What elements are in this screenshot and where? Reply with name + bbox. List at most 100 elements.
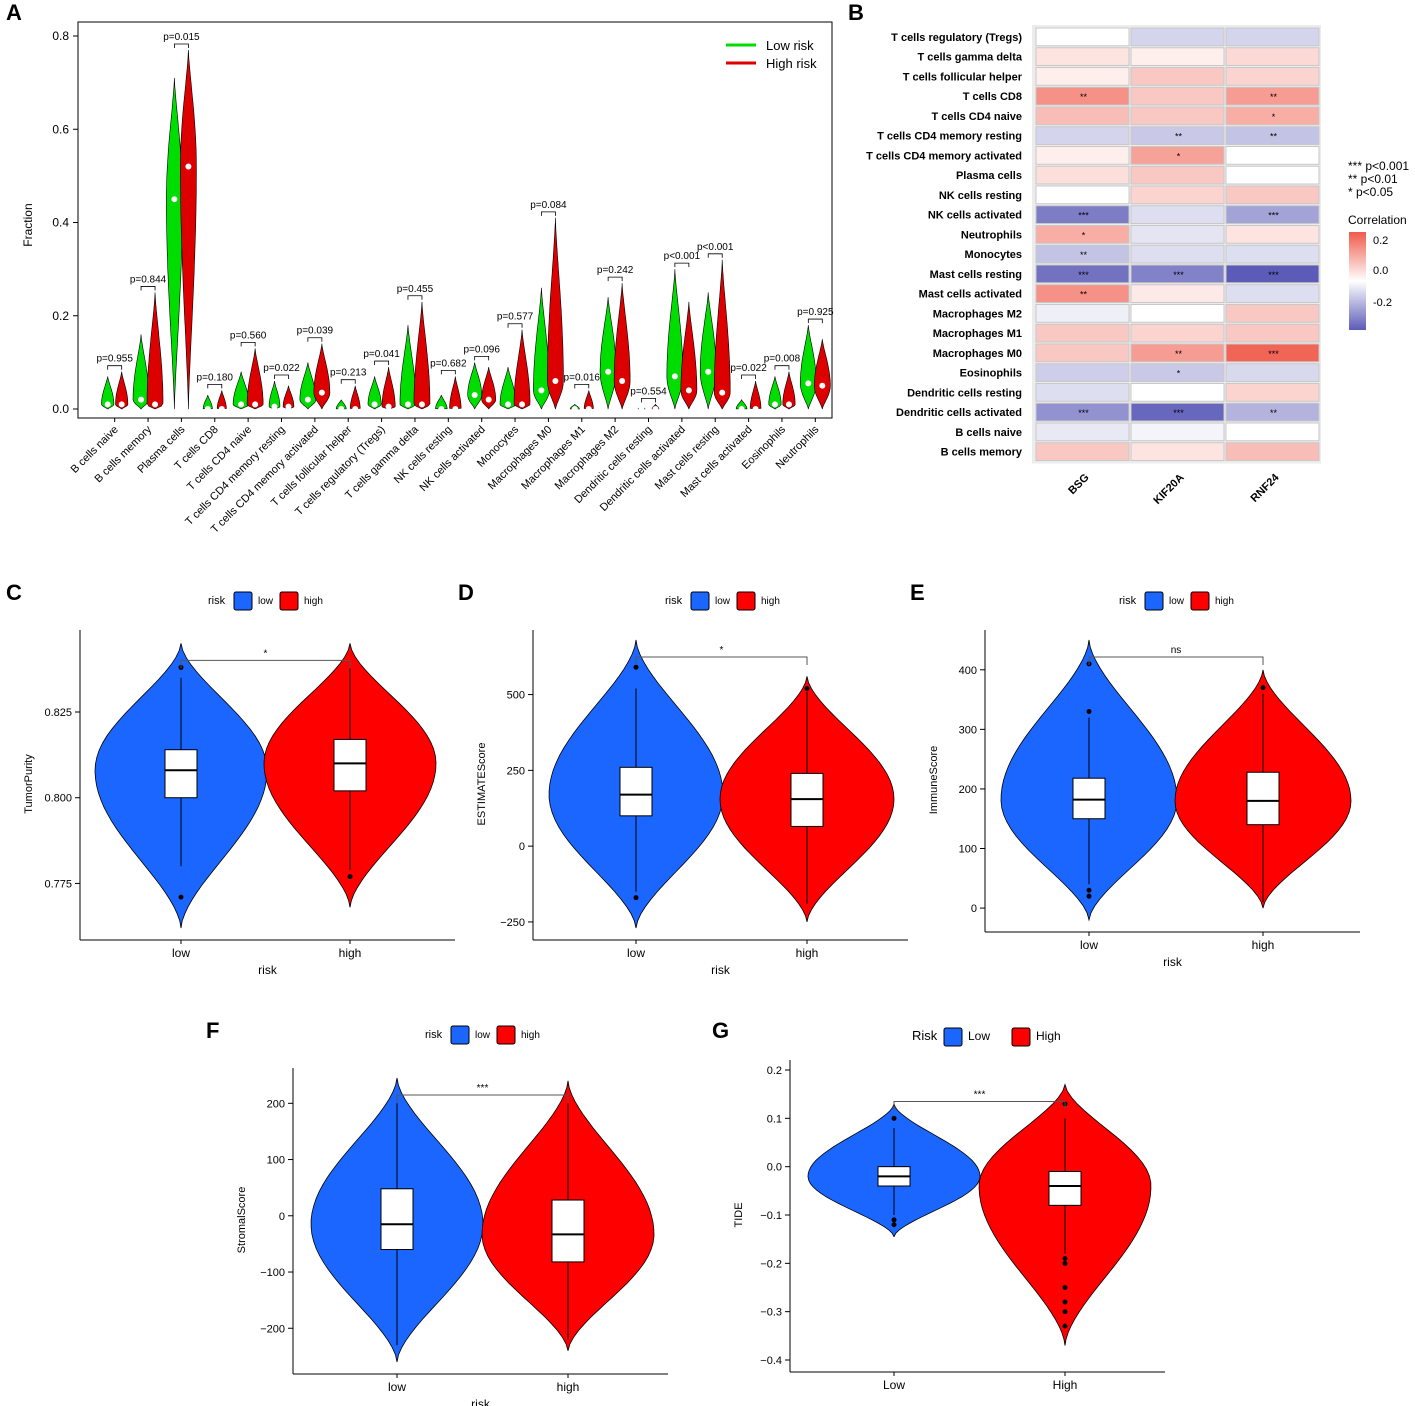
heatmap-star: *** xyxy=(1078,211,1089,221)
x-tick-label: high xyxy=(339,946,362,960)
outlier-point xyxy=(891,1217,897,1223)
colorbar xyxy=(1349,232,1366,330)
violin-high xyxy=(381,366,396,410)
median-dot-high xyxy=(719,389,726,396)
median-dot-low xyxy=(538,387,545,394)
outlier-point xyxy=(1086,708,1092,714)
violin-high xyxy=(814,339,831,410)
panel-a-ytick-label: 0.2 xyxy=(52,309,69,323)
heatmap-cell xyxy=(1035,383,1130,402)
box xyxy=(1072,777,1106,820)
violin-high xyxy=(449,376,462,410)
panel-f-stromal-score-violin: −200 −100 0 100 200 StromalScore low high *** ris… xyxy=(236,1025,668,1406)
legend-label: High risk xyxy=(766,56,817,71)
violin-high xyxy=(115,371,129,410)
y-tick-label: 0 xyxy=(971,903,977,915)
heatmap-cell xyxy=(1130,284,1225,303)
outlier-point xyxy=(1062,1260,1068,1266)
heatmap-cell xyxy=(1130,442,1225,461)
x-tick-label: high xyxy=(796,946,819,960)
panel-letter-c: C xyxy=(6,580,22,605)
pvalue-label: p=0.022 xyxy=(263,363,300,374)
legend-title: risk xyxy=(1119,595,1137,607)
heatmap-row-label: B cells naive xyxy=(955,427,1022,439)
panel-d-estimate-score-violin: −250 0 250 500 ESTIMATEScore low high * risk risk… xyxy=(476,591,908,977)
heatmap-col-label: KIF20A xyxy=(1151,472,1186,507)
legend-label-high: high xyxy=(521,1030,540,1041)
x-tick-label: low xyxy=(1080,938,1098,952)
heatmap-star: ** xyxy=(1270,92,1278,102)
violin-high xyxy=(583,390,594,410)
y-axis-label: TumorPurity xyxy=(23,754,35,814)
median-dot-high xyxy=(252,401,259,408)
legend-swatch-high xyxy=(279,591,299,611)
y-tick-label: 500 xyxy=(507,690,525,702)
heatmap-row-label: T cells gamma delta xyxy=(917,52,1022,64)
y-tick-label: −250 xyxy=(500,917,525,929)
outlier-point xyxy=(1062,1285,1068,1290)
median-dot-low xyxy=(638,406,645,412)
median-dot-low xyxy=(204,406,211,412)
median-dot-high xyxy=(352,406,359,412)
heatmap-cell xyxy=(1225,67,1320,86)
pvalue-bracket xyxy=(507,323,523,328)
heatmap-cell xyxy=(1225,422,1320,442)
outlier-point xyxy=(178,894,184,900)
violin-low xyxy=(699,292,717,410)
heatmap-star: ** xyxy=(1270,408,1278,418)
heatmap-cell xyxy=(1130,126,1225,145)
panel-a-frame xyxy=(77,21,833,419)
heatmap-cell xyxy=(1035,47,1130,66)
heatmap-cell xyxy=(1130,244,1225,264)
heatmap-row-label: T cells CD4 memory resting xyxy=(877,131,1022,143)
heatmap-cell xyxy=(1035,67,1130,86)
heatmap-cell xyxy=(1035,205,1130,224)
heatmap-cell xyxy=(1035,363,1130,382)
heatmap-row-label: NK cells resting xyxy=(939,190,1022,202)
pvalue-bracket xyxy=(374,360,389,366)
pvalue-label: p=0.577 xyxy=(497,312,534,323)
heatmap-cell xyxy=(1225,185,1320,205)
box xyxy=(164,749,198,799)
violin-high xyxy=(246,348,264,410)
panel-a-ytick-label: 0.6 xyxy=(52,122,69,136)
violin-low xyxy=(367,376,382,410)
heatmap-cell xyxy=(1035,126,1130,145)
heatmap-col-label: BSG xyxy=(1066,472,1091,497)
pvalue-label: p=0.844 xyxy=(130,274,167,285)
x-tick-label: low xyxy=(627,946,645,960)
heatmap-cell xyxy=(1225,304,1320,323)
heatmap-cell xyxy=(1225,244,1320,264)
panel-a-xtick-label: B cells memory xyxy=(93,423,155,485)
median-dot-low xyxy=(438,406,445,412)
box xyxy=(380,1188,414,1251)
outlier-point xyxy=(633,895,639,901)
heatmap-cell xyxy=(1130,205,1225,224)
heatmap-row-label: T cells CD4 memory activated xyxy=(866,150,1022,162)
x-axis-label: risk xyxy=(711,963,731,977)
x-tick-label: High xyxy=(1053,1378,1078,1392)
legend-swatch-low xyxy=(1144,591,1164,611)
median-dot-high xyxy=(752,406,759,412)
pvalue-label: p=0.213 xyxy=(330,368,367,379)
median-dot-high xyxy=(152,401,159,408)
legend-label-high: high xyxy=(761,596,780,607)
x-axis-label: risk xyxy=(471,1397,491,1406)
heatmap-row-label: T cells CD8 xyxy=(963,91,1022,103)
violin-high xyxy=(282,385,295,410)
violin-low xyxy=(800,325,817,410)
median-dot-high xyxy=(819,382,826,389)
heatmap-cell xyxy=(1035,323,1130,343)
violin-low xyxy=(599,297,617,410)
y-tick-label: 100 xyxy=(959,844,977,856)
pvalue-bracket xyxy=(807,318,823,324)
x-tick-label: low xyxy=(172,946,190,960)
outlier-point xyxy=(1086,893,1092,899)
y-tick-label: −100 xyxy=(260,1267,285,1279)
panel-a-ytick-label: 0.8 xyxy=(52,29,69,43)
heatmap-cell xyxy=(1035,86,1130,106)
significance-bracket xyxy=(1088,656,1264,665)
y-tick-label: 300 xyxy=(959,724,977,736)
heatmap-cell xyxy=(1225,343,1320,363)
y-tick-label: −0.2 xyxy=(760,1258,782,1270)
